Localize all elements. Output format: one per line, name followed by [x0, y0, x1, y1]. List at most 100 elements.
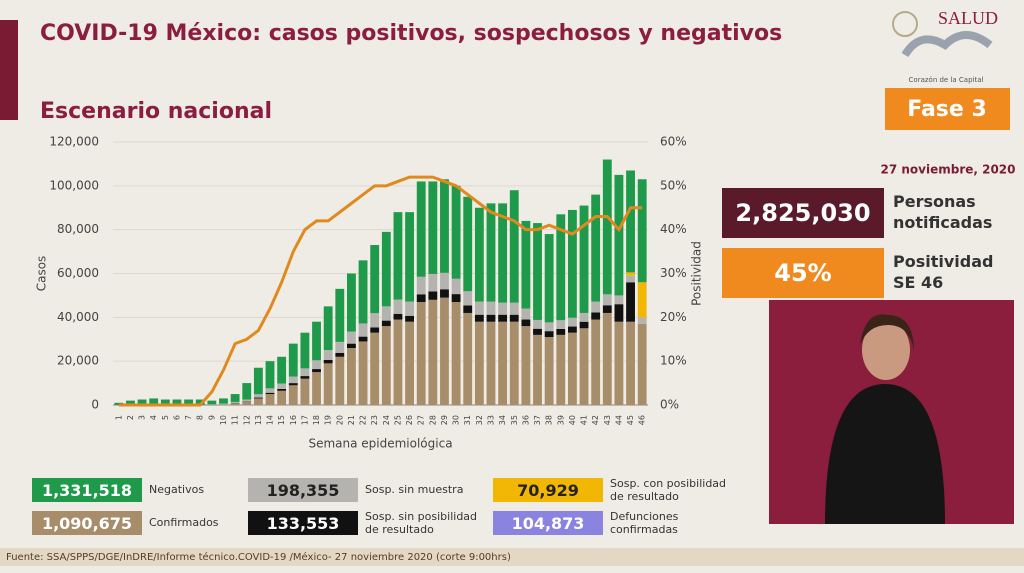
x-tick-label: 12 — [242, 415, 251, 425]
person-body — [825, 384, 945, 524]
x-tick-label: 15 — [277, 415, 286, 425]
footer-band — [0, 548, 1024, 566]
bar-segment — [474, 321, 484, 405]
bar-segment — [463, 196, 473, 292]
bar-segment — [579, 205, 589, 313]
x-tick-label: 3 — [138, 415, 147, 420]
bar-segment — [474, 314, 484, 322]
bar-segment — [486, 301, 496, 315]
bar-segment — [637, 317, 647, 324]
bar-segment — [567, 317, 577, 327]
bar-segment — [300, 378, 310, 405]
x-tick-label: 45 — [626, 415, 635, 425]
y-tick-label: 60,000 — [57, 266, 99, 280]
y-tick-label: 100,000 — [49, 178, 99, 192]
bar-segment — [509, 321, 519, 405]
bar-segment — [288, 343, 298, 377]
bar-segment — [358, 323, 368, 337]
bar-segment — [335, 352, 345, 357]
y-tick-label: 20,000 — [57, 354, 99, 368]
bar-segment — [323, 359, 333, 364]
x-tick-label: 31 — [463, 415, 472, 425]
bar-segment — [370, 245, 380, 314]
y2-tick-label: 40% — [660, 222, 687, 236]
bar-segment — [626, 282, 635, 322]
bar-segment — [358, 341, 368, 405]
bar-segment — [172, 399, 182, 405]
x-tick-label: 34 — [498, 415, 507, 425]
title: COVID-19 México: casos positivos, sospec… — [40, 21, 782, 46]
person-hair — [860, 314, 914, 350]
x-tick-label: 16 — [289, 415, 298, 425]
bar-segment — [614, 321, 624, 405]
bar-segment — [544, 322, 554, 332]
bar-segment — [602, 312, 612, 405]
y-axis-title: Casos — [35, 256, 49, 292]
bar-segment — [253, 394, 263, 398]
x-tick-label: 33 — [486, 415, 495, 425]
y2-tick-label: 60% — [660, 135, 687, 149]
bar-segment — [637, 323, 647, 405]
x-tick-label: 18 — [312, 415, 321, 425]
bar-segment — [207, 400, 217, 405]
bar-segment — [440, 297, 449, 405]
x-tick-label: 37 — [533, 415, 542, 425]
bar-segment — [463, 312, 473, 405]
bar-segment — [230, 403, 240, 405]
bar-segment — [463, 305, 473, 313]
bar-segment — [556, 334, 566, 405]
bar-segment — [265, 392, 275, 395]
bar-segment — [405, 321, 414, 405]
bar-segment — [486, 203, 496, 302]
legend-total: 104,873 — [493, 511, 603, 535]
bar-segment — [556, 214, 566, 321]
bar-segment — [288, 376, 298, 384]
x-tick-label: 19 — [324, 415, 333, 425]
legend-total: 133,553 — [248, 511, 358, 535]
y-tick-label: 80,000 — [57, 222, 99, 236]
bar-segment — [521, 326, 531, 405]
tagline: Corazón de la Capital — [909, 76, 984, 84]
bar-segment — [591, 312, 601, 320]
bar-segment — [126, 400, 135, 405]
bar-segment — [556, 328, 566, 335]
bar-segment — [626, 170, 635, 273]
bar-segment — [579, 321, 589, 329]
bar-segment — [637, 282, 647, 318]
bar-segment — [277, 390, 287, 405]
x-tick-label: 7 — [184, 415, 193, 420]
bar-segment — [323, 363, 333, 405]
x-tick-label: 26 — [405, 415, 414, 425]
bar-segment — [591, 319, 601, 405]
bar-segment — [498, 321, 508, 405]
bar-segment — [230, 401, 240, 404]
bar-segment — [358, 260, 368, 324]
legend-label: Negativos — [149, 483, 205, 496]
x-tick-label: 25 — [393, 415, 402, 425]
bar-segment — [219, 403, 228, 405]
y-tick-label: 40,000 — [57, 310, 99, 324]
bar-segment — [451, 301, 461, 405]
bar-segment — [474, 301, 484, 315]
bar-segment — [277, 356, 287, 384]
x-tick-label: 11 — [231, 415, 240, 425]
phase-box — [885, 88, 1010, 130]
x-tick-label: 41 — [580, 415, 589, 425]
bar-segment — [277, 389, 287, 391]
x-tick-label: 9 — [207, 415, 216, 420]
bar-segment — [149, 398, 159, 405]
bar-segment — [440, 272, 449, 290]
bar-segment — [370, 332, 380, 405]
bar-segment — [428, 181, 438, 274]
bar-segment — [242, 401, 252, 405]
bar-segment — [393, 319, 403, 405]
x-tick-label: 14 — [266, 415, 275, 425]
bar-segment — [626, 275, 635, 283]
x-tick-label: 22 — [359, 415, 368, 425]
bar-segment — [265, 394, 275, 405]
source: Fuente: SSA/SPPS/DGE/InDRE/Informe técni… — [6, 551, 511, 563]
x-tick-label: 10 — [219, 415, 228, 425]
side-bar — [0, 20, 18, 120]
bar-segment — [195, 399, 205, 405]
x-tick-label: 27 — [417, 415, 426, 425]
